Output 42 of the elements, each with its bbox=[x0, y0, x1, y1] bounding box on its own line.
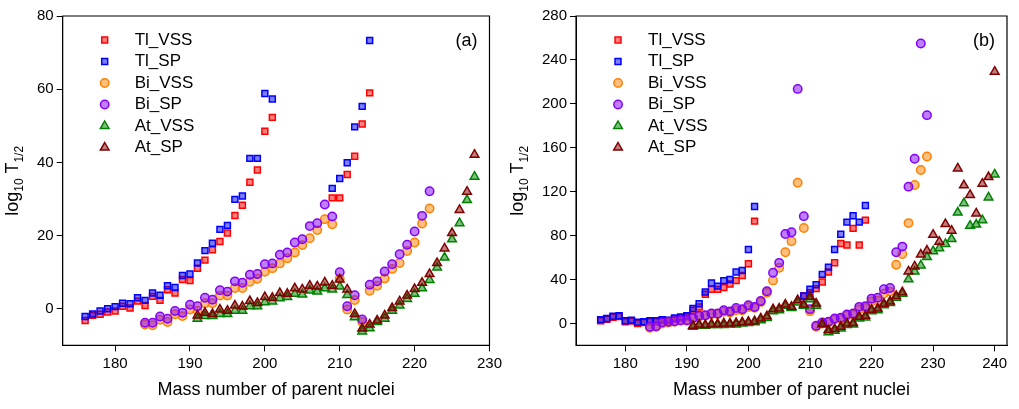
x-tick-label: 190 bbox=[674, 353, 700, 371]
y-tick-label: 40 bbox=[37, 152, 54, 170]
y-tick-label: 160 bbox=[542, 137, 568, 155]
legend-label: Bi_VSS bbox=[648, 72, 707, 92]
legend-label: Bi_VSS bbox=[134, 72, 194, 92]
x-tick-label: 200 bbox=[252, 353, 278, 371]
x-tick-label: 200 bbox=[735, 353, 761, 371]
y-tick-label: 120 bbox=[542, 181, 568, 199]
legend-label: Tl_VSS bbox=[134, 29, 193, 49]
legend-label: Bi_SP bbox=[648, 94, 696, 114]
legend-label: At_VSS bbox=[134, 115, 195, 135]
x-tick-label: 180 bbox=[612, 353, 638, 371]
x-tick-label: 210 bbox=[797, 353, 823, 371]
y-tick-label: 20 bbox=[37, 225, 54, 243]
x-tick-label: 230 bbox=[920, 353, 946, 371]
legend-label: At_SP bbox=[134, 137, 183, 157]
legend-label: Bi_SP bbox=[134, 94, 182, 114]
y-tick-label: 60 bbox=[37, 79, 54, 97]
legend-label: Tl_VSS bbox=[648, 29, 706, 49]
x-tick-label: 240 bbox=[982, 353, 1008, 371]
y-tick-label: 0 bbox=[45, 298, 54, 316]
x-tick-label: 230 bbox=[476, 353, 502, 371]
y-tick-label: 200 bbox=[542, 93, 568, 111]
x-tick-label: 180 bbox=[102, 353, 128, 371]
x-tick-label: 220 bbox=[402, 353, 428, 371]
y-tick-label: 40 bbox=[550, 269, 568, 287]
x-tick-label: 220 bbox=[859, 353, 885, 371]
x-tick-label: 210 bbox=[327, 353, 353, 371]
y-tick-label: 80 bbox=[550, 225, 568, 243]
x-axis-title: Mass number of parent nuclei bbox=[672, 379, 911, 400]
x-axis-title: Mass number of parent nuclei bbox=[157, 379, 395, 400]
legend-label: At_SP bbox=[648, 137, 697, 157]
y-tick-label: 280 bbox=[542, 6, 568, 24]
legend-label: Tl_SP bbox=[134, 51, 181, 71]
x-tick-label: 190 bbox=[177, 353, 203, 371]
y-tick-label: 0 bbox=[558, 313, 568, 331]
legend-label: At_VSS bbox=[648, 115, 708, 135]
annotation: (a) bbox=[455, 29, 478, 50]
y-tick-label: 240 bbox=[542, 50, 568, 68]
legend-label: Tl_SP bbox=[648, 51, 695, 71]
y-tick-label: 80 bbox=[37, 6, 54, 24]
annotation: (b) bbox=[973, 29, 995, 50]
